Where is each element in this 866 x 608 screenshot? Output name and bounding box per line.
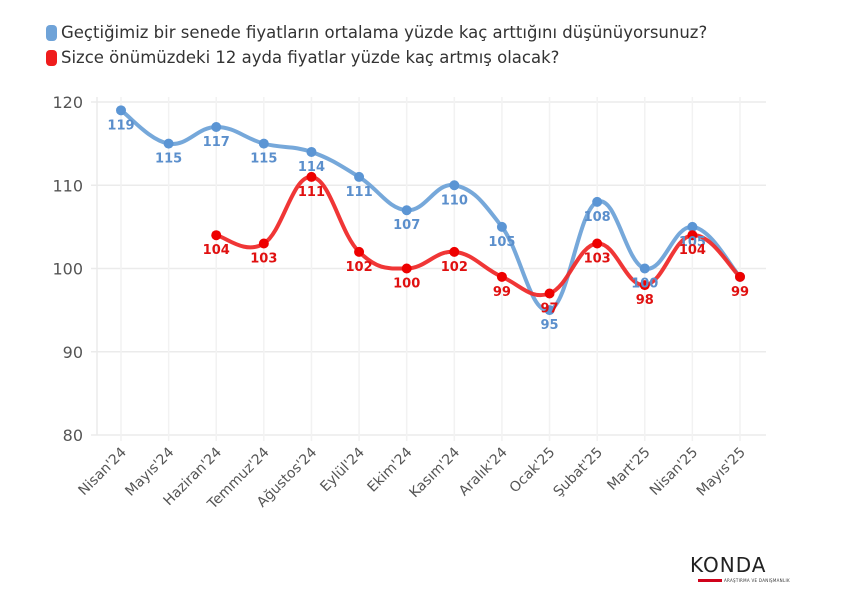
data-point-next-year[interactable] [687,230,698,241]
legend-swatch-blue [46,24,57,41]
data-point-past-year[interactable] [401,205,412,216]
data-labels: 1191151171151141111071101059510810010510… [107,118,749,333]
y-tick-label: 110 [52,176,83,195]
data-point-next-year[interactable] [354,246,365,257]
logo-red-bar [698,579,722,582]
data-label-past-year: 105 [679,235,706,250]
y-tick-label: 120 [52,93,83,112]
legend: Geçtiğimiz bir senede fiyatların ortalam… [46,20,707,70]
x-tick-label: Kasım'24 [407,444,464,501]
data-point-past-year[interactable] [544,305,555,316]
data-point-past-year[interactable] [687,221,698,232]
grid [91,97,766,441]
data-label-next-year: 97 [540,301,558,316]
data-point-past-year[interactable] [163,138,174,149]
data-label-past-year: 117 [203,135,230,150]
data-point-next-year[interactable] [306,171,317,182]
data-label-past-year: 100 [631,277,658,292]
series-line-next-year [214,174,742,298]
data-label-past-year: 95 [540,318,558,333]
data-label-past-year: 107 [393,218,420,233]
data-label-next-year: 103 [584,252,611,267]
data-label-next-year: 99 [493,285,511,300]
data-label-next-year: 99 [731,285,749,300]
data-point-past-year[interactable] [306,146,317,157]
x-tick-label: Nisan'25 [647,445,701,499]
data-label-next-year: 111 [298,185,325,200]
data-point-next-year[interactable] [496,271,507,282]
data-point-next-year[interactable] [544,288,555,299]
legend-swatch-red [46,49,57,66]
x-tick-label: Nisan'24 [76,444,130,498]
data-label-next-year: 103 [250,252,277,267]
data-label-past-year: 115 [155,152,182,167]
logo-text: KONDA [690,553,767,577]
x-tick-label: Mayıs'25 [694,445,749,500]
data-point-next-year[interactable] [449,246,460,257]
x-tick-label: Mart'25 [604,445,653,494]
legend-item-past-year[interactable]: Geçtiğimiz bir senede fiyatların ortalam… [46,20,707,45]
data-point-past-year[interactable] [116,105,126,116]
y-tick-label: 80 [63,426,83,445]
x-axis: Nisan'24Mayıs'24Haziran'24Temmuz'24Ağust… [76,444,749,513]
data-label-past-year: 119 [107,118,134,133]
data-point-past-year[interactable] [354,171,365,182]
data-point-next-year[interactable] [735,271,745,282]
x-tick-label: Eylül'24 [317,444,368,495]
data-point-next-year[interactable] [258,238,269,249]
data-label-past-year: 115 [250,152,277,167]
data-point-next-year[interactable] [401,263,412,274]
y-tick-label: 100 [52,260,83,279]
x-tick-label: Aralık'24 [456,444,511,499]
legend-label-past-year: Geçtiğimiz bir senede fiyatların ortalam… [61,23,708,42]
y-axis: 80 90 100 110 120 [52,93,83,445]
x-tick-label: Şubat'25 [551,445,606,500]
series-group [116,105,745,316]
data-point-past-year[interactable] [211,121,222,132]
legend-label-next-year: Sizce önümüzdeki 12 ayda fiyatlar yüzde … [61,48,560,67]
data-label-past-year: 110 [441,193,468,208]
data-point-next-year[interactable] [592,238,603,249]
data-point-past-year[interactable] [592,196,603,207]
data-point-next-year[interactable] [211,230,222,241]
logo-subtitle: ARAŞTIRMA VE DANIŞMANLIK [724,578,790,583]
data-label-past-year: 105 [488,235,515,250]
data-label-next-year: 98 [636,293,654,308]
data-label-next-year: 102 [346,260,373,275]
data-point-past-year[interactable] [496,221,507,232]
data-point-past-year[interactable] [639,263,650,274]
data-label-next-year: 102 [441,260,468,275]
data-point-next-year[interactable] [639,280,650,291]
data-label-past-year: 111 [346,185,373,200]
y-tick-label: 90 [63,343,83,362]
data-label-next-year: 100 [393,277,420,292]
data-label-past-year: 108 [584,210,611,225]
konda-logo: KONDA ARAŞTIRMA VE DANIŞMANLIK [690,553,790,583]
data-label-next-year: 104 [679,243,706,258]
data-point-past-year[interactable] [258,138,269,149]
legend-item-next-year[interactable]: Sizce önümüzdeki 12 ayda fiyatlar yüzde … [46,45,707,70]
data-label-next-year: 104 [203,243,230,258]
data-point-past-year[interactable] [449,180,460,191]
data-label-past-year: 114 [298,160,325,175]
